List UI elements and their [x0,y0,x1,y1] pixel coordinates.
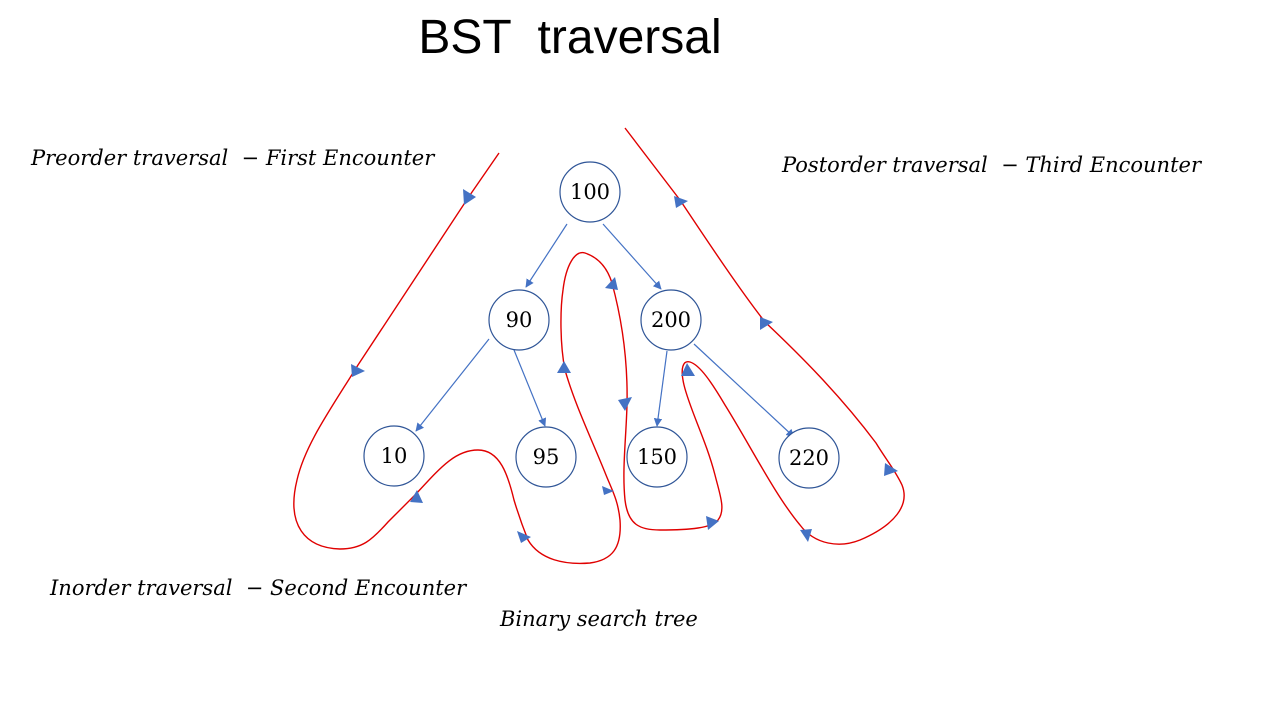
path-arrow-marker [884,463,898,476]
preorder-label: Preorder traversal − First Encounter [31,146,435,170]
node-label: 90 [506,308,533,332]
node-circle [559,161,621,223]
node-label: 100 [570,180,610,204]
node-label: 200 [651,308,691,332]
node-10: 10 [363,425,425,487]
path-arrow-marker [602,486,614,495]
node-220: 220 [778,427,840,489]
path-arrow-marker [618,397,632,411]
node-circle [778,427,840,489]
path-arrow-marker [605,277,618,290]
edge-200-220 [693,343,795,438]
edge-90-10 [415,338,490,432]
path-arrow-marker [800,529,812,542]
edge-90-95 [513,349,547,427]
node-150: 150 [626,426,688,488]
path-arrow-marker [706,516,719,530]
diagram-caption: Binary search tree [500,607,698,631]
node-label: 10 [381,444,408,468]
postorder-label: Postorder traversal − Third Encounter [782,153,1201,177]
node-circle [488,289,550,351]
node-95: 95 [515,426,577,488]
edge-100-200 [602,223,662,290]
path-arrow-marker [681,363,695,376]
node-100: 100 [559,161,621,223]
node-circle [626,426,688,488]
node-label: 220 [789,446,829,470]
inorder-label: Inorder traversal − Second Encounter [50,576,467,600]
path-arrow-marker [674,196,688,208]
path-arrow-marker [351,364,365,377]
node-200: 200 [640,289,702,351]
node-circle [363,425,425,487]
node-circle [515,426,577,488]
path-arrow-marker [410,490,423,503]
tree-edges [415,223,795,438]
node-label: 95 [533,445,560,469]
path-arrow-marker [557,361,571,373]
node-90: 90 [488,289,550,351]
node-label: 150 [637,445,677,469]
path-arrow-marker [463,189,476,205]
slide-title: BST traversal [418,11,722,64]
edge-100-90 [525,223,568,288]
node-circle [640,289,702,351]
edge-200-150 [653,350,668,427]
path-arrow-marker [517,531,531,543]
traversal-path [293,127,905,565]
path-arrow-marker [760,317,773,330]
